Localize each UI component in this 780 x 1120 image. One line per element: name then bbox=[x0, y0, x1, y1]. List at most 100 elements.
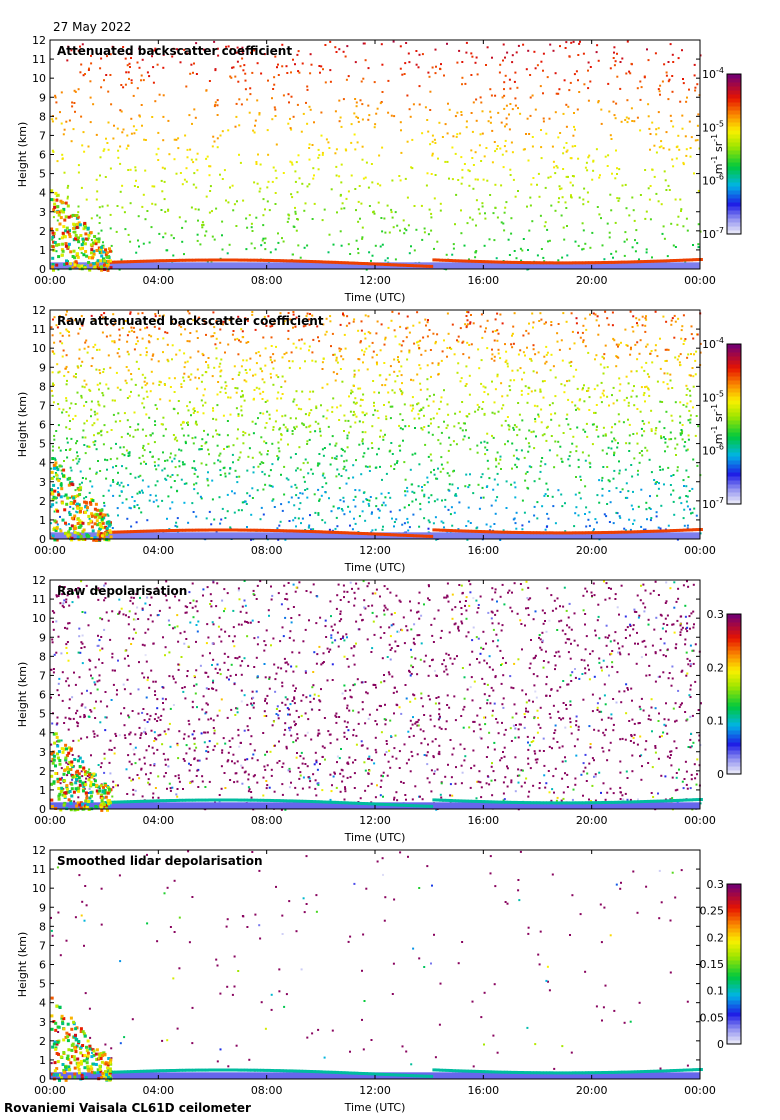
y-tick-label: 4 bbox=[39, 997, 46, 1010]
colorbar-tick-label: 0.2 bbox=[707, 661, 725, 674]
x-tick-label: 04:00 bbox=[142, 1084, 174, 1097]
x-tick-label: 00:00 bbox=[684, 274, 716, 287]
colorbar-tick-label: 0.1 bbox=[707, 985, 725, 998]
y-tick-label: 1 bbox=[39, 514, 46, 527]
y-tick-label: 2 bbox=[39, 1035, 46, 1048]
panel-title: Attenuated backscatter coefficient bbox=[57, 44, 292, 58]
y-tick-label: 7 bbox=[39, 939, 46, 952]
y-tick-label: 1 bbox=[39, 244, 46, 257]
x-axis-label: Time (UTC) bbox=[344, 561, 406, 574]
y-axis-label: Height (km) bbox=[16, 932, 29, 998]
x-tick-label: 00:00 bbox=[684, 1084, 716, 1097]
x-tick-label: 20:00 bbox=[576, 274, 608, 287]
colorbar: 10-710-610-510-4m-1 sr-1 bbox=[702, 336, 742, 511]
y-tick-label: 7 bbox=[39, 399, 46, 412]
y-tick-label: 3 bbox=[39, 1016, 46, 1029]
plot-frame bbox=[49, 579, 701, 810]
y-tick-label: 2 bbox=[39, 495, 46, 508]
colorbar-tick-label: 0.3 bbox=[707, 878, 725, 891]
colorbar-tick-label: 10-7 bbox=[702, 226, 724, 241]
colorbar-tick-label: 0.2 bbox=[707, 931, 725, 944]
panel-title: Raw depolarisation bbox=[57, 584, 187, 598]
y-tick-label: 5 bbox=[39, 168, 46, 181]
y-tick-label: 12 bbox=[32, 34, 46, 47]
heatmap-field bbox=[50, 40, 702, 271]
x-tick-label: 16:00 bbox=[467, 814, 499, 827]
x-tick-label: 20:00 bbox=[576, 1084, 608, 1097]
y-tick-label: 11 bbox=[32, 323, 46, 336]
x-tick-label: 20:00 bbox=[576, 544, 608, 557]
y-tick-label: 9 bbox=[39, 91, 46, 104]
y-tick-label: 12 bbox=[32, 844, 46, 857]
y-tick-label: 5 bbox=[39, 438, 46, 451]
panel-title: Raw attenuated backscatter coefficient bbox=[57, 314, 324, 328]
date-label: 27 May 2022 bbox=[53, 20, 132, 34]
colorbar-tick-label: 0 bbox=[717, 1038, 724, 1051]
colorbar-unit: m-1 sr-1 bbox=[710, 134, 725, 174]
y-tick-label: 0 bbox=[39, 1073, 46, 1086]
y-tick-label: 3 bbox=[39, 476, 46, 489]
x-tick-label: 00:00 bbox=[34, 814, 66, 827]
x-tick-label: 16:00 bbox=[467, 1084, 499, 1097]
colorbar: 10-710-610-510-4m-1 sr-1 bbox=[702, 66, 742, 241]
colorbar: 0 0.1 0.2 0.3 bbox=[707, 608, 742, 781]
y-tick-label: 4 bbox=[39, 457, 46, 470]
y-tick-label: 6 bbox=[39, 689, 46, 702]
y-tick-label: 5 bbox=[39, 978, 46, 991]
y-tick-label: 6 bbox=[39, 419, 46, 432]
x-tick-label: 12:00 bbox=[359, 274, 391, 287]
x-tick-label: 08:00 bbox=[251, 544, 283, 557]
x-tick-label: 08:00 bbox=[251, 274, 283, 287]
x-tick-label: 00:00 bbox=[34, 544, 66, 557]
instrument-footer: Rovaniemi Vaisala CL61D ceilometer bbox=[4, 1101, 251, 1115]
y-tick-label: 10 bbox=[32, 612, 46, 625]
colorbar-frame bbox=[726, 343, 742, 505]
y-tick-label: 3 bbox=[39, 746, 46, 759]
colorbar-tick-label: 10-5 bbox=[702, 119, 724, 134]
x-tick-label: 16:00 bbox=[467, 544, 499, 557]
colorbar-tick-label: 0.3 bbox=[707, 608, 725, 621]
y-tick-label: 11 bbox=[32, 863, 46, 876]
y-tick-label: 5 bbox=[39, 708, 46, 721]
y-tick-label: 6 bbox=[39, 149, 46, 162]
y-tick-label: 7 bbox=[39, 129, 46, 142]
x-axis-label: Time (UTC) bbox=[344, 831, 406, 844]
colorbar-tick-label: 10-4 bbox=[702, 66, 724, 81]
heatmap-field bbox=[50, 580, 702, 811]
y-tick-label: 8 bbox=[39, 650, 46, 663]
y-tick-label: 2 bbox=[39, 225, 46, 238]
colorbar-tick-label: 0.25 bbox=[700, 905, 725, 918]
colorbar-tick-label: 0 bbox=[717, 768, 724, 781]
y-axis-label: Height (km) bbox=[16, 122, 29, 188]
y-axis-label: Height (km) bbox=[16, 662, 29, 728]
y-tick-label: 9 bbox=[39, 361, 46, 374]
y-tick-label: 8 bbox=[39, 110, 46, 123]
x-tick-label: 00:00 bbox=[684, 544, 716, 557]
colorbar-unit: m-1 sr-1 bbox=[710, 404, 725, 444]
colorbar-frame bbox=[726, 883, 742, 1045]
colorbar-tick-label: 10-5 bbox=[702, 389, 724, 404]
heatmap-field bbox=[50, 850, 689, 1075]
plot-frame bbox=[49, 309, 701, 540]
plot-frame bbox=[49, 39, 701, 270]
colorbar-tick-label: 0.05 bbox=[700, 1011, 725, 1024]
y-tick-label: 11 bbox=[32, 53, 46, 66]
y-axis-label: Height (km) bbox=[16, 392, 29, 458]
y-tick-label: 10 bbox=[32, 342, 46, 355]
y-tick-label: 12 bbox=[32, 574, 46, 587]
colorbar-tick-label: 0.15 bbox=[700, 958, 725, 971]
y-tick-label: 3 bbox=[39, 206, 46, 219]
y-tick-label: 4 bbox=[39, 187, 46, 200]
y-tick-label: 1 bbox=[39, 784, 46, 797]
x-tick-label: 08:00 bbox=[251, 1084, 283, 1097]
y-tick-label: 7 bbox=[39, 669, 46, 682]
x-tick-label: 08:00 bbox=[251, 814, 283, 827]
x-tick-label: 12:00 bbox=[359, 544, 391, 557]
colorbar: 0 0.05 0.1 0.15 0.2 0.25 0.3 bbox=[700, 878, 742, 1051]
x-axis-label: Time (UTC) bbox=[344, 1101, 406, 1114]
y-tick-label: 9 bbox=[39, 901, 46, 914]
colorbar-frame bbox=[726, 613, 742, 775]
heatmap-field bbox=[50, 310, 702, 541]
